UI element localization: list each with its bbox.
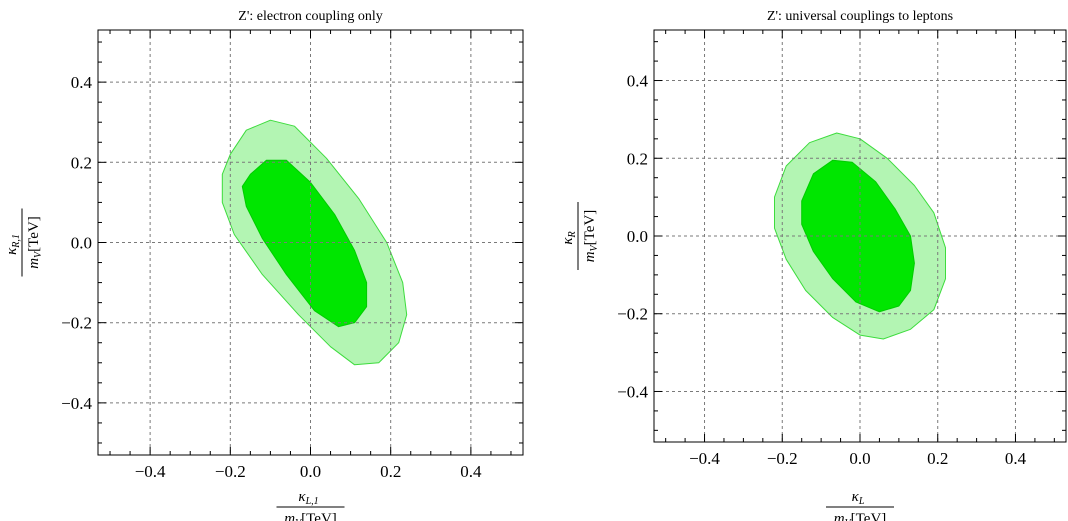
x-tick-label: 0.2: [380, 462, 401, 481]
x-axis-label-num-symbol: κ: [852, 489, 860, 505]
y-axis-label-num-sub: R: [567, 231, 578, 238]
chart-title: Z': electron coupling only: [238, 9, 382, 24]
y-tick-label: −0.4: [61, 394, 92, 413]
y-axis-label-den-unit: [TeV]: [26, 216, 42, 252]
y-axis-label-den-symbol: m: [582, 251, 598, 262]
y-axis-label-denominator: mV[TeV]: [582, 210, 600, 263]
x-axis-label-den-unit: [TeV]: [301, 511, 337, 521]
x-axis-label-numerator: κL,1: [298, 489, 318, 507]
x-axis-label-den-symbol: m: [284, 511, 295, 521]
x-tick-label: 0.0: [849, 449, 870, 468]
x-axis-label-den-sub: V: [845, 518, 853, 521]
x-axis-label-denominator: mV[TeV]: [284, 511, 337, 521]
x-axis-label-numerator: κL: [852, 489, 865, 507]
y-axis-label-den-symbol: m: [26, 258, 42, 269]
x-axis-label: κL,1mV[TeV]: [276, 489, 345, 521]
y-axis-label-denominator: mV[TeV]: [26, 216, 44, 269]
x-tick-label: −0.2: [215, 462, 246, 481]
y-axis-label-den-sub: V: [33, 250, 44, 258]
y-axis-label-num-sub: R,1: [11, 234, 22, 249]
y-tick-label: −0.2: [617, 305, 648, 324]
x-axis-label-num-sub: L,1: [305, 496, 319, 507]
y-tick-label: 0.2: [71, 153, 92, 172]
x-tick-label: −0.4: [689, 449, 720, 468]
y-tick-label: 0.0: [71, 234, 92, 253]
x-axis-label-num-sub: L: [858, 496, 865, 507]
x-axis-label-denominator: mV[TeV]: [834, 511, 887, 521]
x-axis-label-num-symbol: κ: [298, 489, 306, 505]
y-axis-label-num-symbol: κ: [4, 247, 20, 255]
y-tick-label: −0.2: [61, 314, 92, 333]
y-tick-label: 0.4: [71, 73, 93, 92]
y-axis-label-numerator: κR: [560, 231, 578, 244]
chart-title: Z': universal couplings to leptons: [767, 9, 953, 24]
confidence-region-inner: [241, 159, 368, 328]
y-tick-label: 0.4: [627, 72, 649, 91]
x-tick-label: 0.4: [1005, 449, 1027, 468]
y-tick-label: −0.4: [617, 382, 648, 401]
x-tick-label: 0.4: [460, 462, 482, 481]
y-axis-label-den-sub: V: [589, 243, 600, 251]
chart-panel-electron-coupling: Z': electron coupling only −0.4 −0.2 0.0 0.2…: [4, 9, 524, 521]
y-axis-label: κR,1mV[TeV]: [4, 208, 44, 277]
x-tick-label: −0.4: [135, 462, 166, 481]
y-axis-label-num-symbol: κ: [560, 237, 576, 245]
x-axis-label-den-sub: V: [295, 518, 303, 521]
x-axis-label-den-symbol: m: [834, 511, 845, 521]
x-axis-label-den-unit: [TeV]: [851, 511, 887, 521]
y-tick-label: 0.2: [627, 149, 648, 168]
y-axis-label-numerator: κR,1: [4, 234, 22, 255]
x-tick-label: 0.2: [927, 449, 948, 468]
y-axis-label-den-unit: [TeV]: [582, 210, 598, 246]
x-tick-label: −0.2: [767, 449, 798, 468]
chart-panel-universal-couplings: Z': universal couplings to leptons −0.4 −0…: [560, 9, 1067, 521]
x-axis-label: κLmV[TeV]: [826, 489, 894, 521]
x-tick-label: 0.0: [300, 462, 321, 481]
y-tick-label: 0.0: [627, 227, 648, 246]
